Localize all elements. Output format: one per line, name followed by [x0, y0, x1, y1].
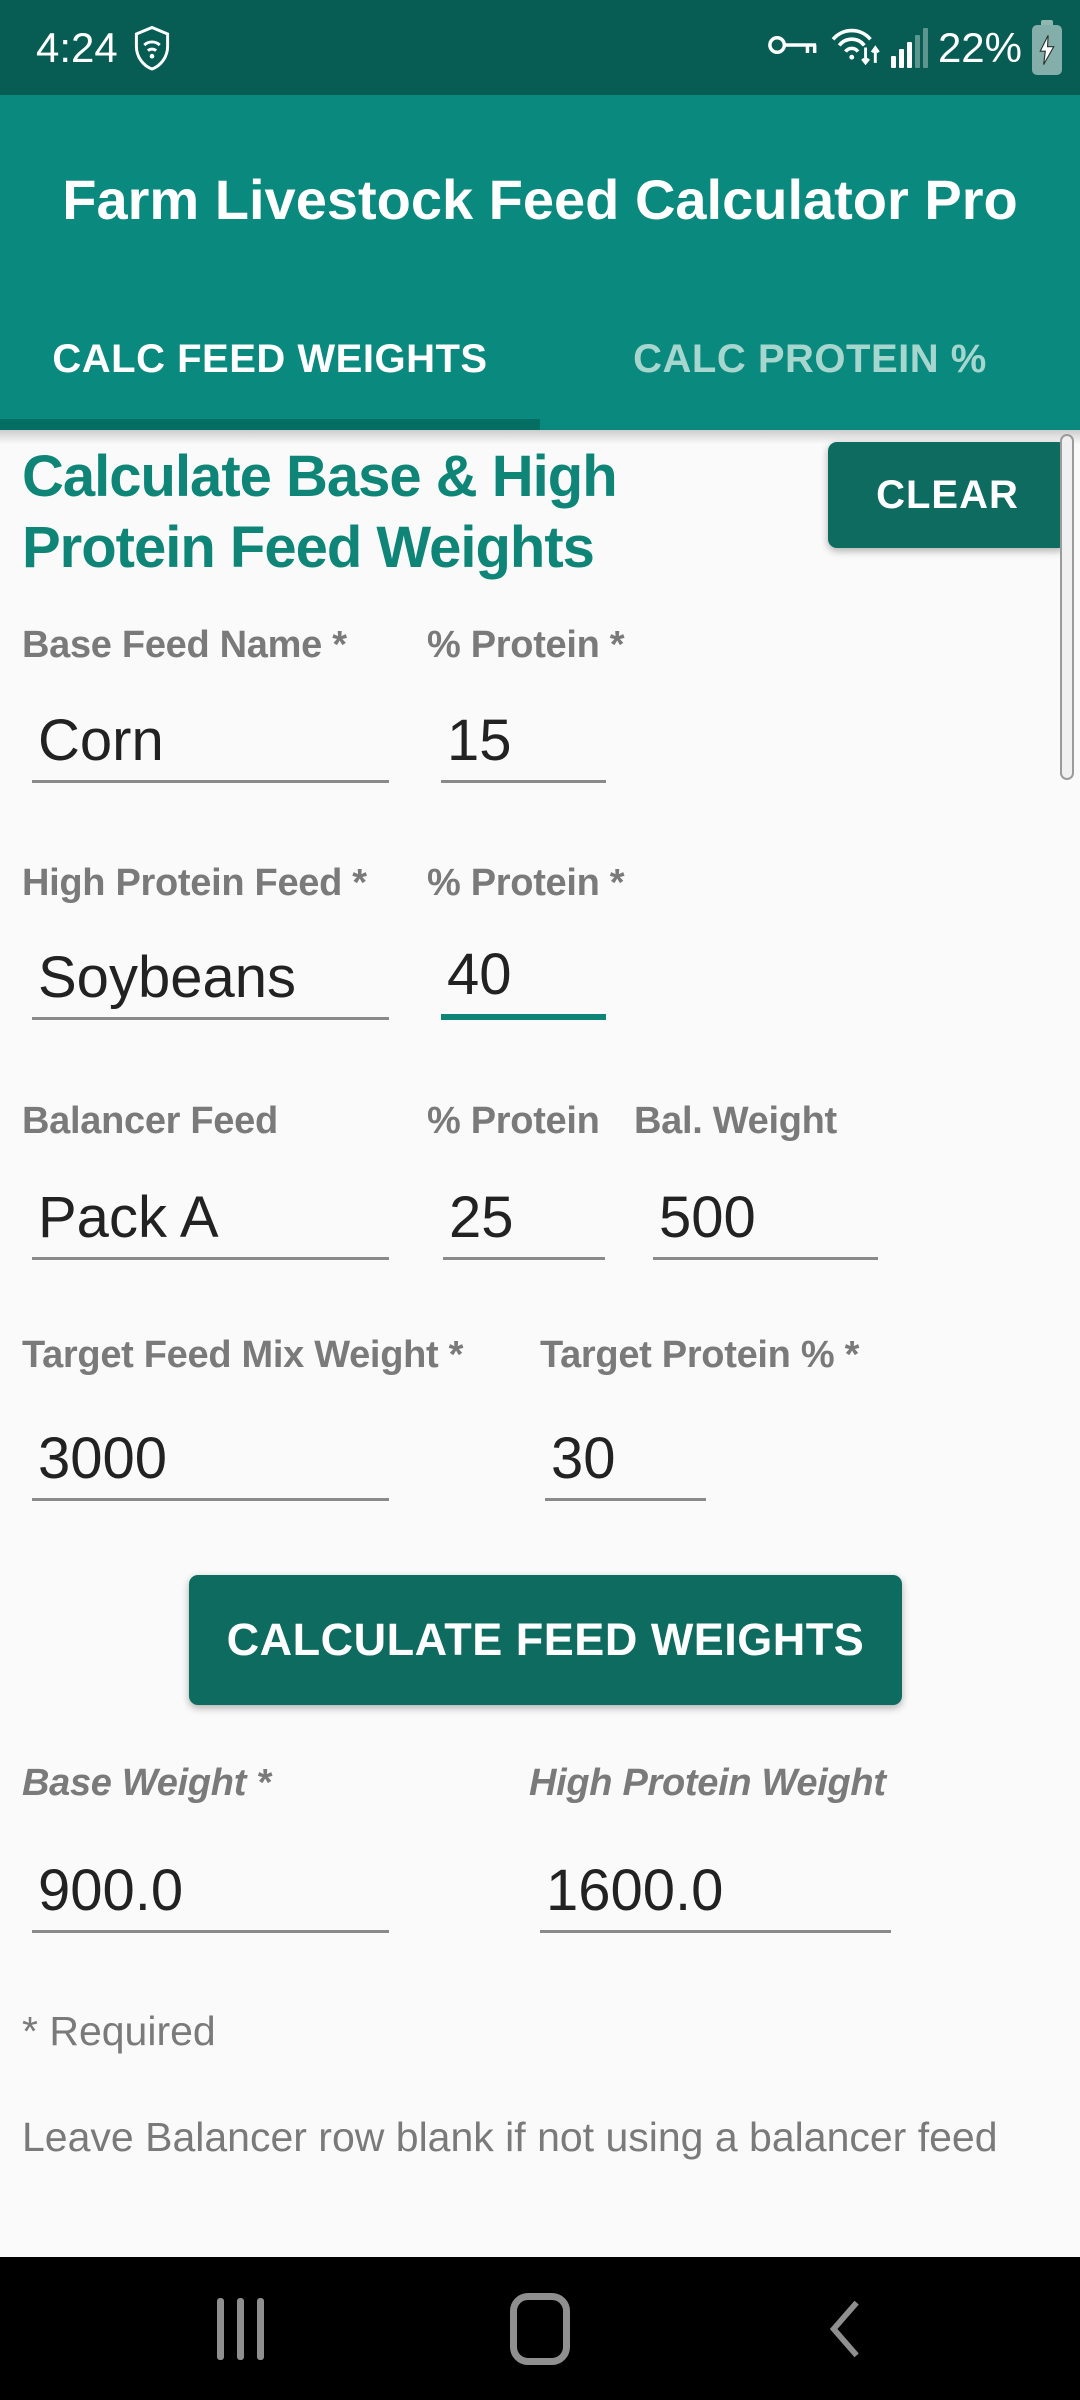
- high-protein-feed-label: High Protein Feed *: [22, 862, 367, 904]
- balancer-pct-input[interactable]: 25: [443, 1173, 605, 1260]
- high-protein-feed-value: Soybeans: [38, 945, 296, 1010]
- battery-percent: 22%: [937, 23, 1022, 71]
- high-protein-weight-result-field[interactable]: 1600.0: [540, 1846, 891, 1933]
- balancer-feed-label: Balancer Feed: [22, 1100, 278, 1142]
- home-icon: [510, 2292, 570, 2365]
- high-protein-pct-input[interactable]: 40: [441, 930, 606, 1020]
- high-protein-weight-result-value: 1600.0: [546, 1858, 724, 1923]
- wifi-arrows-icon: [829, 23, 881, 72]
- balancer-weight-label: Bal. Weight: [634, 1100, 837, 1142]
- base-protein-label: % Protein *: [427, 624, 625, 666]
- balancer-weight-input[interactable]: 500: [653, 1173, 878, 1260]
- target-protein-input[interactable]: 30: [545, 1414, 706, 1501]
- base-protein-input[interactable]: 15: [441, 696, 606, 783]
- status-bar: 4:24: [0, 0, 1080, 95]
- base-weight-result-value: 900.0: [38, 1858, 184, 1923]
- tab-bar: CALC FEED WEIGHTS CALC PROTEIN %: [0, 300, 1080, 419]
- clear-button[interactable]: CLEAR: [828, 442, 1067, 548]
- scrollbar-thumb[interactable]: [1060, 434, 1074, 780]
- balancer-pct-label: % Protein: [427, 1100, 600, 1142]
- target-mix-weight-value: 3000: [38, 1426, 168, 1491]
- balancer-note: Leave Balancer row blank if not using a …: [22, 2114, 998, 2160]
- base-feed-name-value: Corn: [38, 708, 164, 773]
- app-title: Farm Livestock Feed Calculator Pro: [62, 168, 1018, 231]
- base-weight-result-label: Base Weight *: [22, 1762, 271, 1804]
- secure-wifi-shield-icon: [132, 25, 172, 71]
- tab-calc-protein-percent[interactable]: CALC PROTEIN %: [633, 337, 987, 381]
- high-protein-weight-result-label: High Protein Weight: [529, 1762, 886, 1804]
- balancer-feed-value: Pack A: [38, 1185, 219, 1250]
- base-feed-name-label: Base Feed Name *: [22, 624, 347, 666]
- required-note: * Required: [22, 2008, 216, 2054]
- base-protein-value: 15: [447, 708, 512, 773]
- page-title: Calculate Base & High Protein Feed Weigh…: [22, 444, 618, 580]
- recents-button[interactable]: [180, 2257, 300, 2400]
- target-protein-label: Target Protein % *: [540, 1334, 860, 1376]
- battery-charging-icon: [1032, 19, 1062, 76]
- signal-strength-icon: [890, 27, 928, 68]
- target-mix-weight-input[interactable]: 3000: [32, 1414, 389, 1501]
- content-area: Calculate Base & High Protein Feed Weigh…: [0, 430, 1080, 2257]
- balancer-feed-input[interactable]: Pack A: [32, 1173, 389, 1260]
- balancer-pct-value: 25: [449, 1185, 514, 1250]
- vpn-key-icon: [767, 31, 819, 64]
- app-bar: Farm Livestock Feed Calculator Pro CALC …: [0, 95, 1080, 430]
- calculate-feed-weights-button[interactable]: CALCULATE FEED WEIGHTS: [189, 1575, 902, 1705]
- base-weight-result-field[interactable]: 900.0: [32, 1846, 389, 1933]
- balancer-weight-value: 500: [659, 1185, 756, 1250]
- home-button[interactable]: [480, 2257, 600, 2400]
- back-button[interactable]: [784, 2257, 904, 2400]
- target-mix-weight-label: Target Feed Mix Weight *: [22, 1334, 464, 1376]
- clock: 4:24: [36, 23, 118, 71]
- tab-calc-feed-weights[interactable]: CALC FEED WEIGHTS: [52, 337, 488, 381]
- high-protein-feed-input[interactable]: Soybeans: [32, 933, 389, 1020]
- active-tab-indicator: [0, 419, 540, 430]
- high-protein-pct-label: % Protein *: [427, 862, 625, 904]
- high-protein-pct-value: 40: [447, 942, 512, 1007]
- base-feed-name-input[interactable]: Corn: [32, 696, 389, 783]
- navigation-bar: [0, 2257, 1080, 2400]
- target-protein-value: 30: [551, 1426, 616, 1491]
